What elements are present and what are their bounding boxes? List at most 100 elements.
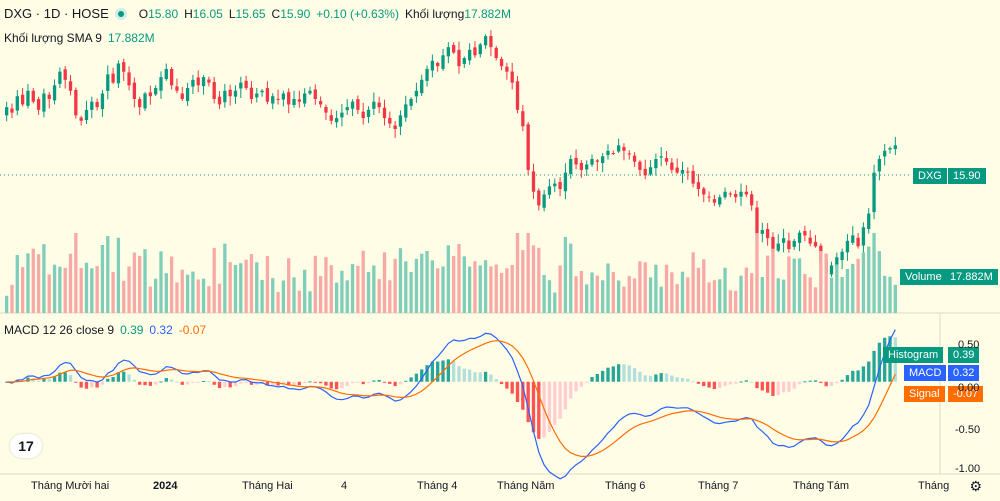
histogram-bar [835, 381, 839, 384]
candle [276, 98, 280, 100]
histogram-bar [324, 381, 328, 386]
candle [691, 170, 695, 184]
gear-icon[interactable]: ⚙ [969, 478, 982, 494]
volume-bar [239, 263, 243, 313]
candle [255, 93, 259, 98]
volume-bar [36, 254, 41, 313]
histogram-bar [632, 368, 637, 382]
volume-bar [595, 275, 599, 313]
candle [303, 93, 307, 104]
histogram-bar [239, 381, 243, 384]
histogram-bar [329, 381, 333, 389]
candle [5, 107, 9, 116]
candle [47, 94, 51, 99]
candle [191, 79, 195, 87]
histogram-bar [877, 342, 882, 382]
volume-bar [819, 250, 823, 313]
histogram-bar [553, 381, 557, 425]
candle [324, 106, 328, 113]
candle [271, 96, 275, 104]
histogram-bar [611, 366, 615, 382]
histogram-bar [585, 381, 589, 383]
histogram-bar [696, 381, 701, 384]
macd-legend[interactable]: MACD 12 26 close 9 0.39 0.32 -0.07 [4, 323, 207, 337]
candle [350, 101, 355, 109]
candle [606, 150, 610, 156]
x-axis-label: Tháng Mười hai [31, 480, 110, 492]
volume-bar [888, 276, 892, 313]
x-axis-label: 4 [341, 480, 348, 492]
volume-bar [856, 258, 860, 313]
candle [707, 196, 711, 198]
histogram-bar [366, 381, 371, 384]
volume-bar [670, 272, 674, 313]
market-status-icon [114, 7, 127, 20]
histogram-bar [169, 379, 174, 382]
volume-bar [585, 284, 589, 313]
histogram-bar [739, 381, 743, 383]
volume-bar [776, 278, 780, 313]
volume-bar [531, 245, 536, 313]
volume-bar [185, 274, 190, 313]
candle [393, 125, 397, 129]
candle [287, 92, 291, 105]
candle [771, 236, 775, 252]
macd-axis-tick: 0.00 [958, 382, 980, 394]
candle [845, 240, 850, 253]
histogram-bar [58, 372, 62, 382]
tradingview-logo-icon[interactable]: 17 [10, 434, 42, 458]
volume-bar [590, 272, 594, 313]
volume-bar [84, 262, 89, 313]
volume-bar [255, 262, 259, 313]
histogram-bar [643, 375, 647, 382]
volume-bar [122, 280, 126, 313]
candle [893, 145, 897, 149]
candle [808, 237, 812, 244]
histogram-bar [350, 381, 355, 384]
volume-bar [542, 274, 546, 313]
candle [42, 93, 46, 112]
volume-bar [308, 291, 312, 313]
volume-bar [792, 258, 796, 313]
candle [409, 98, 413, 106]
volume-bar [654, 264, 658, 313]
volume-bar [457, 244, 461, 313]
candle [510, 71, 514, 83]
volume-bar [148, 286, 152, 313]
candle [877, 159, 882, 172]
candle [111, 73, 115, 83]
histogram-bar [840, 379, 844, 382]
volume-bar [404, 261, 408, 313]
candle [696, 182, 701, 190]
macd-line [6, 329, 896, 480]
histogram-bar [393, 381, 397, 387]
histogram-bar [462, 368, 466, 382]
volume-bar [686, 277, 690, 313]
volume-bar [164, 273, 168, 313]
x-axis-label: Tháng Năm [497, 480, 555, 492]
volume-bar [356, 265, 360, 313]
volume-bar [537, 247, 541, 313]
candle [318, 101, 323, 105]
candle [531, 171, 536, 192]
volume-bar [303, 269, 307, 313]
volume-bar [244, 259, 248, 313]
signal-tag: -0.07 [948, 386, 984, 402]
volume-bar [872, 233, 876, 313]
volume-bar [547, 280, 552, 313]
volume-bar [712, 280, 717, 313]
histogram-bar [143, 381, 147, 386]
histogram-bar [569, 381, 573, 399]
macd-label-tag: MACD [904, 365, 947, 381]
candle [175, 86, 179, 91]
volume-bar [106, 236, 110, 313]
histogram-bar [377, 379, 381, 382]
symbol-title[interactable]: DXG · 1D · HOSE [4, 6, 109, 21]
histogram-bar [398, 381, 403, 385]
volume-bar [100, 244, 105, 313]
histogram-bar [334, 381, 339, 390]
sma-legend[interactable]: Khối lượng SMA 9 17.882M [4, 31, 155, 45]
histogram-bar [217, 381, 222, 389]
candle [803, 231, 807, 236]
